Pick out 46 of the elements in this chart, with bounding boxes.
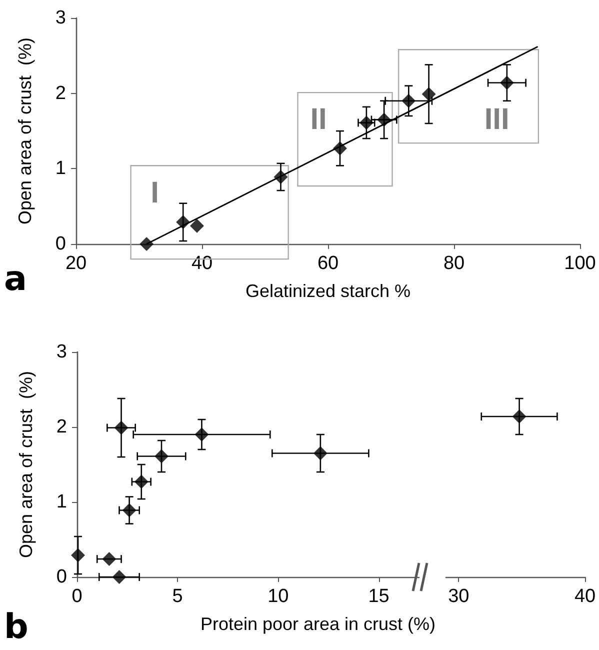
y-tick-label: 2 xyxy=(56,416,67,438)
x-tick-label: 0 xyxy=(72,586,82,607)
text: a xyxy=(4,259,27,299)
point xyxy=(422,87,436,102)
y-axis-title: Open area of crust (%) xyxy=(16,370,36,558)
point xyxy=(134,474,148,489)
y-tick-label: 0 xyxy=(56,566,67,588)
x-tick-label: 5 xyxy=(172,586,183,607)
point xyxy=(154,449,168,464)
point xyxy=(176,215,190,230)
x-tick-label: 80 xyxy=(443,253,465,274)
point xyxy=(122,503,136,518)
y-tick-label: 3 xyxy=(55,8,66,28)
x-tick-label: 40 xyxy=(574,586,596,607)
annotation: I xyxy=(150,176,159,210)
y-tick-label: 3 xyxy=(56,342,67,362)
y-axis-title: Open area of crust (%) xyxy=(15,37,35,225)
point xyxy=(500,76,514,90)
y-tick-label: 1 xyxy=(56,492,67,512)
x-tick-label: 15 xyxy=(368,586,390,607)
y-tick-label: 2 xyxy=(55,82,66,104)
point xyxy=(332,141,347,156)
point xyxy=(274,170,288,184)
point xyxy=(377,112,392,127)
point xyxy=(140,237,154,251)
x-tick-label: 20 xyxy=(65,253,87,274)
point xyxy=(402,94,416,108)
x-tick-label: 30 xyxy=(448,586,470,607)
y-tick-label: 0 xyxy=(55,234,66,254)
x-axis-title: Protein poor area in crust (%) xyxy=(200,614,436,634)
x-axis-title: Gelatinized starch % xyxy=(245,281,411,301)
point xyxy=(114,420,128,435)
point xyxy=(71,548,86,562)
x-tick-label: 100 xyxy=(564,253,596,274)
point xyxy=(313,446,328,460)
text: b xyxy=(4,607,28,647)
point xyxy=(190,218,204,233)
y-tick-label: 1 xyxy=(55,158,66,180)
annotation: II xyxy=(310,103,327,136)
point xyxy=(359,116,374,130)
x-tick-label: 10 xyxy=(268,586,289,607)
x-tick-label: 60 xyxy=(317,253,339,274)
point xyxy=(102,552,116,566)
point xyxy=(112,570,126,584)
point xyxy=(194,428,209,442)
annotation: III xyxy=(484,103,510,136)
